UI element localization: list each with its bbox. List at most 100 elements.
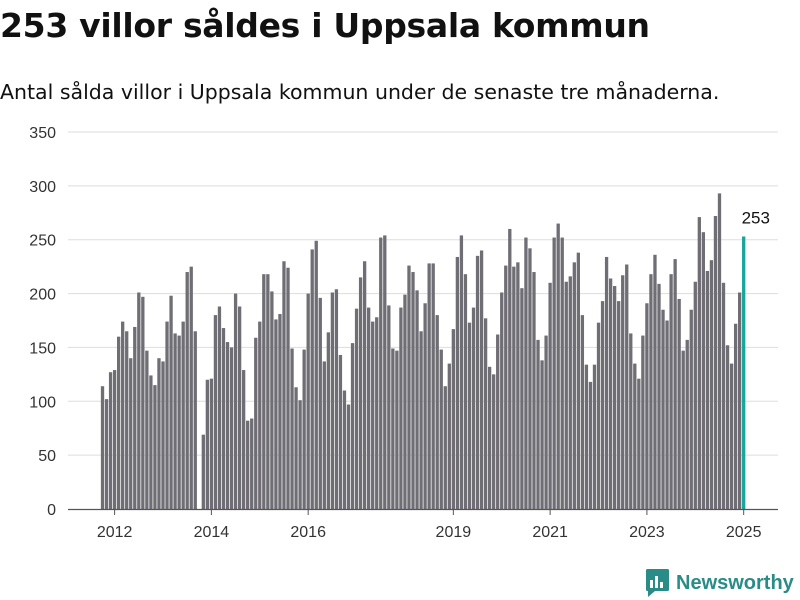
bar [689, 309, 693, 509]
bar [141, 296, 145, 509]
bar [121, 321, 125, 509]
bar [572, 262, 576, 509]
bar [439, 349, 443, 509]
bar [512, 266, 516, 509]
bar [516, 262, 520, 509]
newsworthy-logo-icon [646, 569, 669, 597]
x-tick-label: 2021 [532, 524, 568, 541]
bar [455, 256, 460, 509]
x-tick-label: 2019 [436, 524, 472, 541]
bar [213, 315, 218, 509]
x-tick-label: 2025 [726, 524, 762, 541]
bar [447, 363, 451, 509]
bar [254, 337, 258, 509]
bar [149, 375, 153, 509]
bar [500, 292, 504, 509]
bar [669, 274, 673, 509]
bar [471, 307, 476, 509]
bar [153, 385, 157, 509]
bar [729, 363, 734, 509]
bar [496, 334, 500, 509]
brand-name: Newsworthy [676, 571, 794, 594]
bar [330, 292, 335, 509]
bar [633, 363, 637, 509]
latest-value-label: 253 [742, 208, 770, 227]
bar [588, 381, 593, 509]
bars [100, 193, 746, 510]
bar [371, 321, 375, 509]
bar [677, 298, 681, 509]
bar [322, 361, 326, 509]
bar [266, 274, 270, 509]
bar [709, 260, 714, 509]
bar [278, 314, 282, 509]
x-tick-label: 2014 [194, 524, 230, 541]
bar [524, 237, 528, 509]
bar [169, 295, 173, 509]
bar [701, 232, 706, 509]
bar [721, 282, 726, 509]
bar [125, 331, 129, 509]
bar [173, 333, 177, 509]
bar [592, 364, 597, 509]
y-tick-label: 250 [29, 233, 56, 250]
bar [637, 378, 641, 509]
x-tick-label: 2016 [290, 524, 326, 541]
bar [379, 237, 383, 509]
bar [693, 281, 697, 509]
bar [697, 217, 701, 509]
bar [532, 272, 536, 509]
bar [205, 379, 210, 509]
bar [290, 348, 294, 509]
bar [326, 332, 330, 509]
bar [233, 293, 238, 509]
bar [427, 263, 431, 509]
bar [286, 267, 290, 509]
bar-latest [742, 236, 746, 510]
bar [467, 322, 472, 509]
bar [443, 386, 447, 509]
bar [250, 418, 254, 509]
bar [367, 307, 371, 509]
bar [274, 319, 278, 509]
bar [508, 228, 512, 509]
bar [217, 306, 222, 509]
bar [302, 349, 306, 509]
bar [459, 235, 464, 510]
bar [580, 315, 585, 509]
bar [665, 320, 669, 509]
bar [552, 237, 556, 509]
bar [116, 336, 121, 509]
bar [225, 342, 230, 509]
bar [270, 291, 274, 509]
bar [685, 339, 689, 509]
bar [576, 252, 581, 509]
bar [649, 274, 653, 509]
bar [185, 272, 189, 509]
bar [262, 274, 266, 509]
bar [375, 317, 379, 509]
bar [318, 297, 322, 509]
bar [350, 343, 355, 509]
bar [362, 261, 367, 509]
bar [145, 350, 149, 509]
bar [617, 301, 621, 509]
bar [544, 335, 548, 509]
bar [596, 322, 601, 509]
bar [354, 308, 359, 509]
annotations: 253 [742, 208, 770, 227]
bar [391, 348, 395, 509]
y-tick-label: 200 [29, 287, 56, 304]
bar [100, 386, 105, 509]
bar [705, 270, 710, 509]
y-tick-label: 350 [29, 125, 56, 142]
bar [298, 400, 302, 509]
bar [411, 272, 415, 509]
bar [181, 321, 185, 509]
x-tick-label: 2023 [629, 524, 665, 541]
bar [661, 309, 665, 509]
bar [737, 292, 742, 509]
bar [342, 390, 347, 509]
bar [282, 261, 286, 509]
